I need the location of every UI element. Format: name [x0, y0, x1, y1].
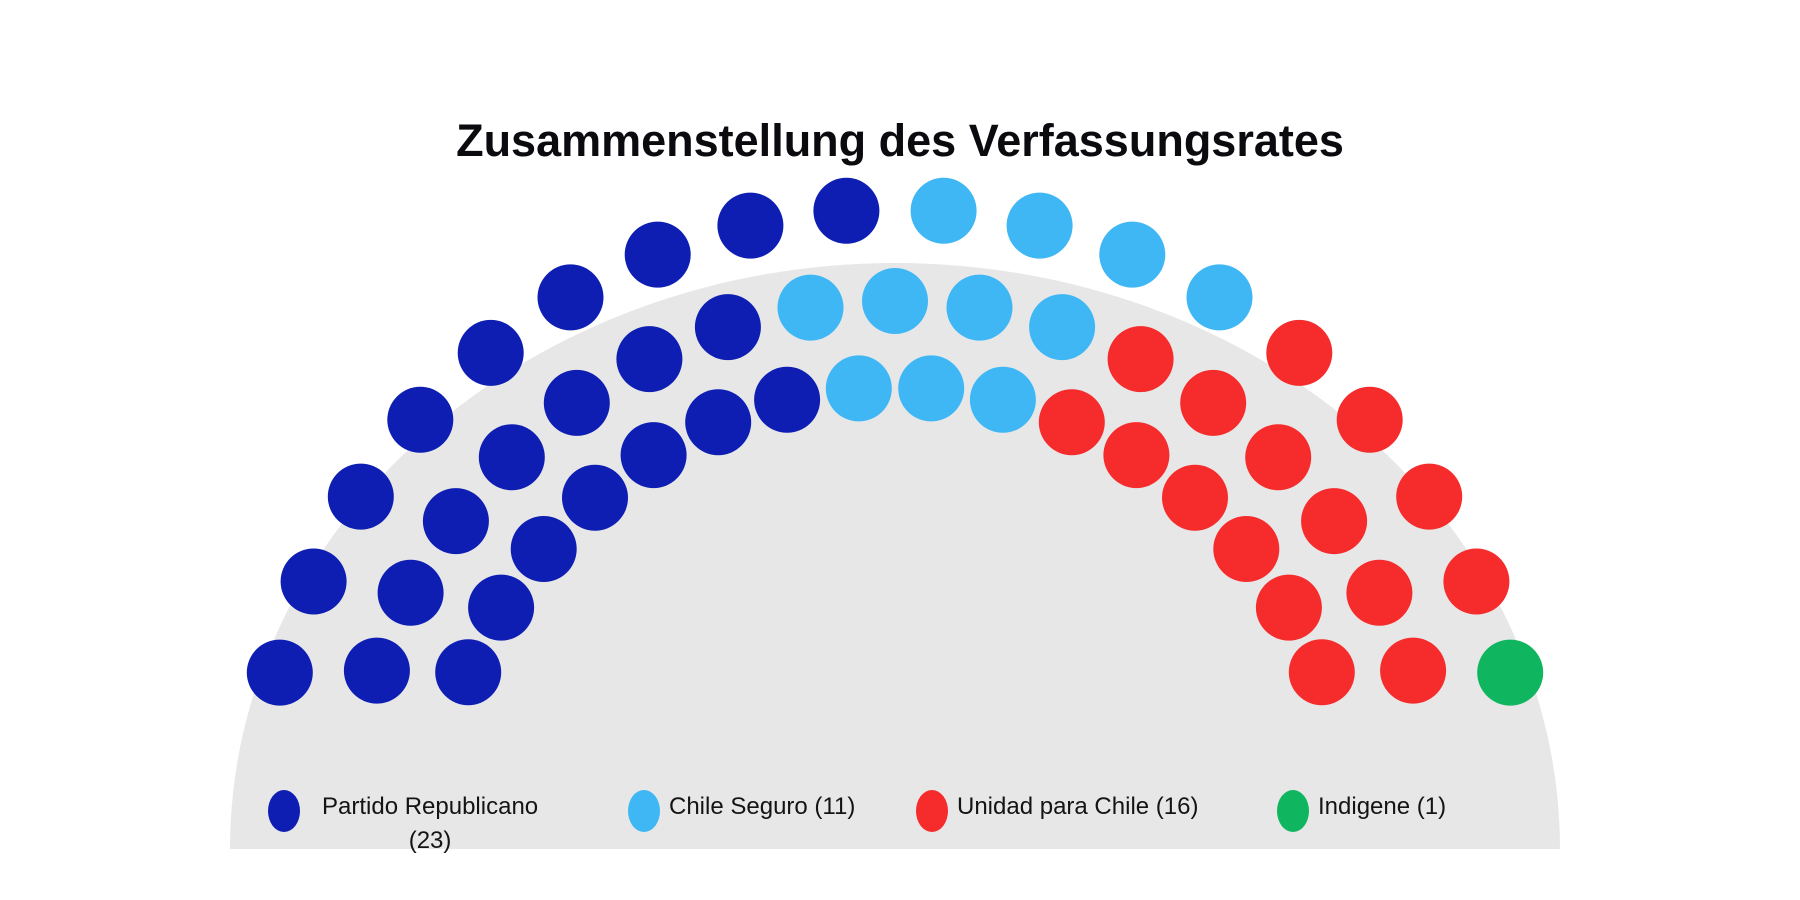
seat-dot — [754, 366, 821, 433]
seat-dot — [1245, 424, 1312, 491]
seat-dot — [1103, 422, 1170, 489]
seat-dot — [1336, 386, 1403, 453]
seat-dot — [1099, 221, 1166, 288]
seat-dot — [777, 274, 844, 341]
seat-dot — [1346, 559, 1413, 626]
seat-dot — [1213, 516, 1280, 582]
chart-title: Zusammenstellung des Verfassungsrates — [456, 115, 1344, 166]
seat-dot — [457, 319, 524, 386]
seat-dot — [387, 386, 454, 453]
seat-dot — [327, 463, 394, 530]
seat-dot — [685, 389, 752, 456]
seat-dot — [825, 355, 892, 422]
seats-group — [246, 177, 1544, 706]
seat-dot — [537, 264, 604, 331]
hemicycle-background — [230, 263, 1560, 849]
seat-dot — [343, 637, 410, 704]
seat-dot — [1288, 639, 1355, 706]
seat-dot — [1162, 464, 1228, 531]
seat-dot — [422, 488, 489, 555]
seat-dot — [1029, 294, 1096, 361]
seat-dot — [813, 177, 880, 244]
seat-dot — [1443, 548, 1510, 615]
seat-dot — [616, 326, 683, 393]
seat-dot — [246, 639, 313, 706]
seat-dot — [969, 366, 1036, 433]
seat-dot — [1255, 574, 1322, 641]
seat-dot — [1301, 488, 1368, 555]
seat-dot — [1380, 637, 1447, 704]
seat-dot — [377, 559, 444, 626]
seat-dot — [1107, 326, 1174, 393]
seat-dot — [620, 422, 687, 489]
seat-dot — [694, 294, 761, 361]
seat-dot — [1186, 264, 1253, 331]
seat-dot — [435, 639, 502, 706]
seat-dot — [562, 464, 628, 531]
seat-dot — [468, 574, 535, 641]
seat-dot — [862, 268, 928, 334]
seat-dot — [910, 177, 977, 244]
seat-dot — [1038, 389, 1105, 456]
seat-dot — [280, 548, 347, 615]
seat-dot — [543, 369, 610, 436]
seat-dot — [478, 424, 545, 491]
seat-dot — [898, 355, 965, 422]
seat-dot — [624, 221, 691, 288]
seat-dot — [1477, 639, 1544, 706]
seat-dot — [1180, 369, 1247, 436]
seat-dot — [1396, 463, 1463, 530]
seat-dot — [510, 516, 577, 582]
seat-dot — [946, 274, 1013, 341]
seat-dot — [717, 192, 784, 259]
seat-dot — [1006, 192, 1073, 259]
seat-dot — [1266, 319, 1333, 386]
